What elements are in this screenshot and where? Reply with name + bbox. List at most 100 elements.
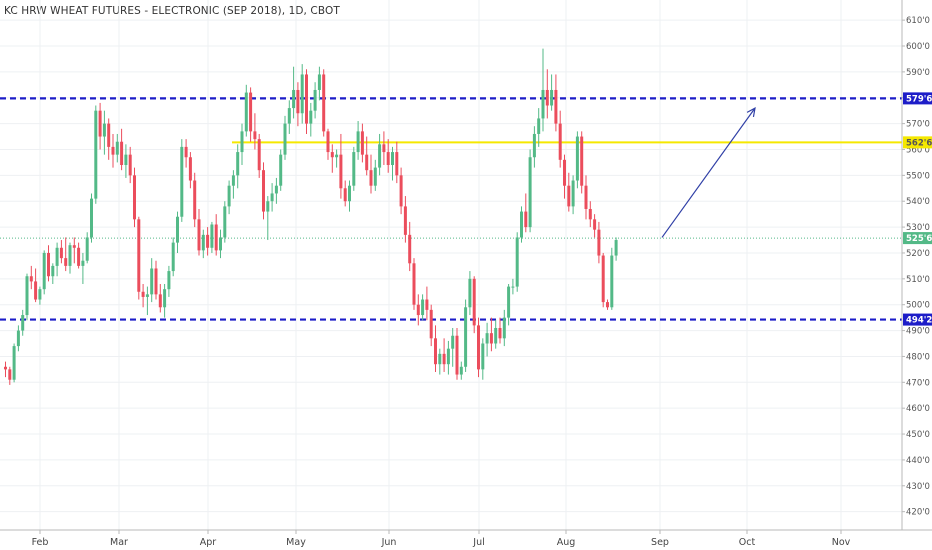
candle-body — [42, 252, 46, 290]
candle-down — [369, 154, 373, 194]
candle-up — [507, 284, 511, 326]
candle-up — [25, 273, 29, 321]
candle-down — [425, 286, 429, 321]
candle-up — [356, 121, 360, 160]
candle-down — [59, 240, 63, 264]
candle-body — [257, 139, 261, 171]
candle-body — [72, 245, 76, 248]
candle-up — [502, 309, 506, 347]
candle-up — [541, 48, 545, 132]
candle-body — [348, 185, 351, 202]
candle-down — [158, 284, 162, 313]
candle-body — [537, 118, 541, 134]
candle-up — [240, 123, 244, 166]
candle-up — [145, 286, 149, 316]
tag-upper-dashed: 579'6 — [903, 92, 932, 105]
candle-body — [434, 338, 437, 365]
candle-body — [120, 141, 124, 166]
y-tick-label: 490'0 — [906, 327, 930, 337]
candle-up — [459, 361, 463, 380]
candle-down — [29, 265, 33, 290]
candle-up — [537, 108, 541, 147]
time-axis[interactable]: Feb Mar Apr May Jun Jul Aug Sep Oct Nov — [32, 530, 851, 548]
candle-down — [434, 325, 437, 372]
candle-down — [563, 154, 566, 199]
candle-body — [236, 152, 240, 176]
candle-body — [575, 136, 579, 181]
candle-down — [8, 366, 12, 385]
candle-up — [348, 180, 351, 212]
candle-body — [8, 369, 12, 380]
candle-up — [219, 229, 222, 259]
candle-up — [520, 206, 523, 243]
candle-up — [494, 320, 498, 349]
candle-body — [51, 265, 55, 277]
candle-body — [481, 343, 485, 370]
candle-body — [498, 327, 502, 339]
candle-body — [111, 146, 115, 155]
arrow-shaft — [661, 107, 756, 238]
candle-down — [584, 175, 588, 220]
candle-body — [571, 180, 575, 207]
candle-body — [171, 242, 175, 272]
candle-up — [81, 252, 85, 285]
tag-label: 562'6 — [906, 138, 932, 148]
candle-up — [244, 84, 248, 137]
candle-body — [520, 211, 523, 238]
candle-down — [395, 141, 399, 184]
candle-body — [262, 170, 265, 212]
candle-down — [365, 136, 369, 176]
candle-up — [481, 338, 485, 380]
tag-bg — [903, 313, 932, 326]
candle-body — [12, 346, 16, 380]
x-tick-label: Feb — [32, 537, 49, 548]
candle-body — [584, 185, 588, 209]
candle-body — [554, 89, 558, 124]
price-levels — [0, 97, 902, 321]
candle-body — [90, 198, 93, 238]
candle-body — [412, 263, 416, 305]
y-tick-label: 420'0 — [906, 508, 930, 518]
chart-title: KC HRW WHEAT FUTURES - ELECTRONIC (SEP 2… — [4, 5, 340, 17]
candle-up — [68, 242, 72, 274]
candle-down — [257, 133, 261, 178]
candle-body — [266, 201, 270, 212]
candle-down — [206, 227, 210, 256]
candle-up — [270, 183, 274, 212]
candle-down — [111, 133, 115, 168]
candle-up — [438, 348, 442, 375]
candle-body — [541, 89, 545, 119]
candle-body — [163, 289, 167, 308]
candle-body — [343, 188, 347, 202]
y-tick-label: 440'0 — [906, 456, 930, 466]
candle-down — [197, 208, 201, 256]
candle-down — [64, 237, 68, 272]
candle-body — [391, 152, 394, 166]
candle-down — [489, 317, 493, 352]
candle-body — [240, 131, 244, 153]
candle-up — [167, 265, 171, 297]
candle-down — [128, 146, 132, 184]
y-tick-label: 530'0 — [906, 223, 930, 233]
tag-label: 494'2 — [906, 316, 932, 326]
y-tick-label: 510'0 — [906, 275, 930, 285]
candle-body — [588, 208, 592, 220]
projection-arrow — [661, 106, 756, 238]
candle-up — [223, 201, 227, 243]
candle-down — [305, 69, 308, 134]
candle-body — [614, 240, 618, 256]
candles — [4, 48, 618, 385]
tag-bg — [903, 92, 932, 105]
candle-body — [283, 123, 287, 155]
candle-body — [34, 281, 38, 300]
candle-body — [145, 294, 149, 297]
candle-body — [184, 146, 188, 158]
x-tick-label: Jul — [472, 537, 484, 548]
candle-down — [477, 317, 480, 378]
candle-up — [55, 242, 59, 277]
candle-down — [107, 118, 111, 160]
candle-body — [68, 245, 72, 266]
candle-up — [550, 74, 554, 111]
y-tick-label: 450'0 — [906, 430, 930, 440]
